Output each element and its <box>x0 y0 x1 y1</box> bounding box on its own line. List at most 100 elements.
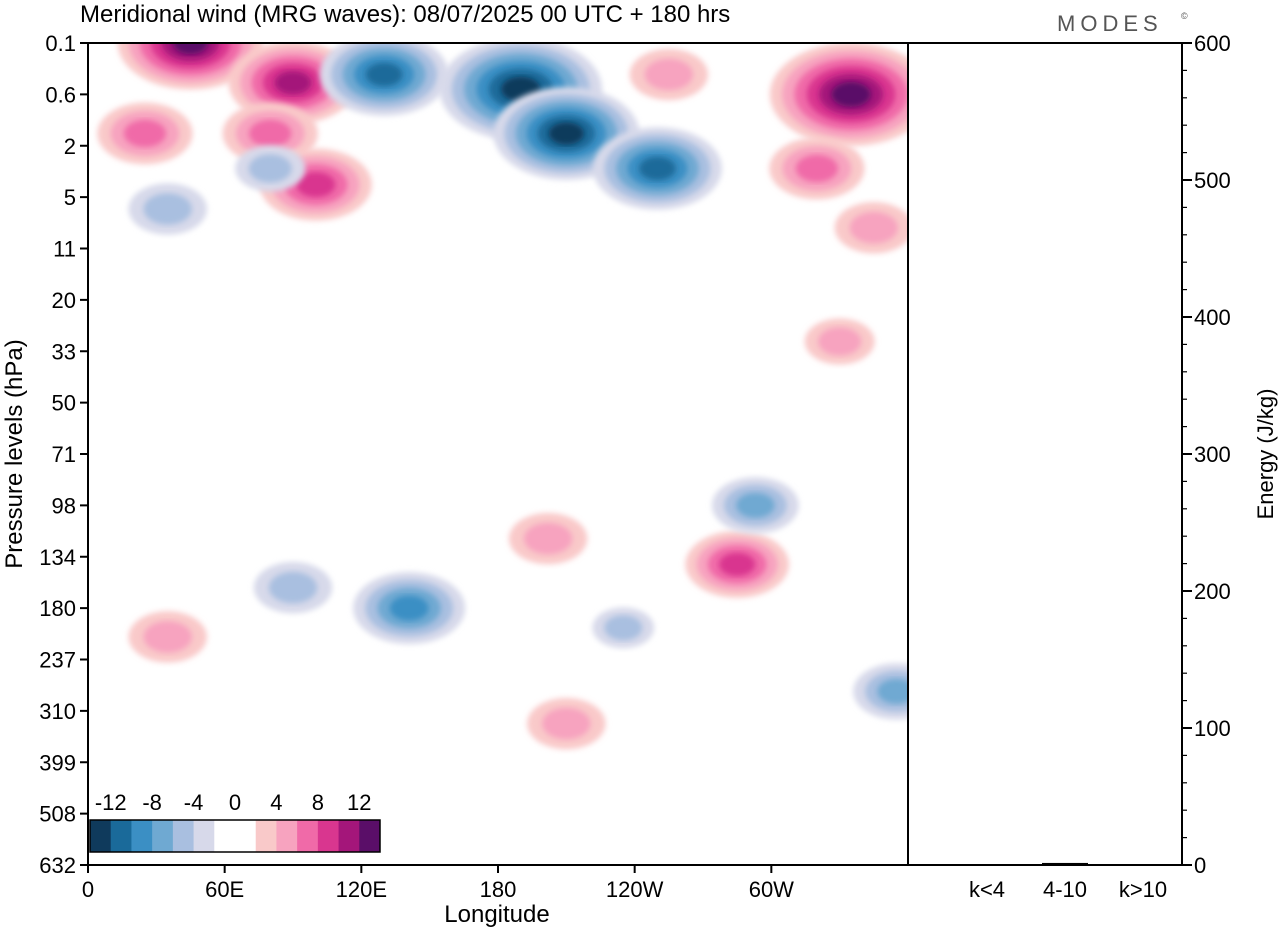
negative-anomaly <box>235 145 306 192</box>
pressure-tick-label: 508 <box>39 802 76 827</box>
colorbar-tick-label: 4 <box>270 790 282 815</box>
colorbar-tick-label: 12 <box>347 790 371 815</box>
colorbar-swatch <box>297 820 319 852</box>
colorbar-swatch <box>110 820 132 852</box>
energy-panel: 0 100 200 300 400 500 600 k<4 4-10 k>10 <box>964 31 1231 902</box>
pressure-tick-label: 2 <box>64 134 76 159</box>
energy-tick-label: 400 <box>1194 305 1231 330</box>
modes-logo: MODES © <box>1057 11 1188 36</box>
positive-contour-level <box>542 707 591 740</box>
colorbar-tick-label: -8 <box>142 790 162 815</box>
positive-contour-level <box>143 621 192 653</box>
energy-tick-label: 100 <box>1194 716 1231 741</box>
energy-tick-label: 200 <box>1194 579 1231 604</box>
positive-contour-level <box>831 81 871 107</box>
longitude-axis: 0 60E 120E 180 120W 60W <box>82 865 794 902</box>
heatmap-layer <box>97 43 908 750</box>
pressure-tick-label: 33 <box>52 339 76 364</box>
energy-panel-frame <box>907 42 1183 866</box>
logo-mark: © <box>1181 11 1188 21</box>
positive-contour-level <box>849 211 898 244</box>
negative-contour-level <box>877 678 908 704</box>
negative-contour-level <box>143 193 192 225</box>
positive-anomaly <box>222 102 318 165</box>
logo-text: MODES <box>1057 11 1163 36</box>
energy-category-label: 4-10 <box>1043 877 1087 902</box>
positive-contour-level <box>644 58 693 91</box>
negative-anomaly <box>592 607 655 649</box>
energy-axis-label: Energy (J/kg) <box>1253 389 1278 520</box>
colorbar-swatch <box>255 820 277 852</box>
colorbar-swatch <box>235 820 257 852</box>
positive-anomaly <box>629 48 709 101</box>
negative-contour-level <box>639 156 676 181</box>
pressure-tick-label: 0.1 <box>45 31 76 56</box>
colorbar-swatch <box>90 820 112 852</box>
longitude-tick-label: 0 <box>82 877 94 902</box>
colorbar-swatch <box>317 820 340 852</box>
positive-anomaly <box>804 318 875 365</box>
chart-title: Meridional wind (MRG waves): 08/07/2025 … <box>80 1 730 28</box>
colorbar-swatch <box>338 820 360 852</box>
positive-contour-level <box>296 172 336 198</box>
pressure-tick-label: 0.6 <box>45 82 76 107</box>
colorbar: -12 -8 -4 0 4 8 12 <box>89 790 381 853</box>
positive-anomaly <box>769 137 865 200</box>
negative-contour-level <box>604 615 643 641</box>
colorbar-tick-label: 8 <box>312 790 324 815</box>
positive-contour-level <box>249 119 292 148</box>
positive-contour-level <box>818 327 862 356</box>
colorbar-swatch <box>152 820 174 852</box>
positive-anomaly <box>527 698 606 750</box>
negative-anomaly <box>253 562 333 614</box>
negative-contour-level <box>389 595 429 621</box>
colorbar-swatch <box>193 820 215 852</box>
negative-contour-level <box>548 122 584 145</box>
positive-anomaly <box>685 530 789 598</box>
pressure-tick-label: 98 <box>52 493 76 518</box>
longitude-tick-label: 60W <box>749 877 794 902</box>
positive-contour-level <box>523 522 573 555</box>
pressure-tick-label: 134 <box>39 545 76 570</box>
negative-anomaly <box>353 572 466 645</box>
colorbar-frame <box>89 819 381 853</box>
positive-anomaly <box>128 611 207 663</box>
negative-anomaly <box>319 43 449 116</box>
pressure-axis: 0.1 0.6 2 5 11 20 33 50 71 98 134 180 237 310 399 508 63… <box>39 31 88 878</box>
energy-tick-label: 0 <box>1194 853 1206 878</box>
negative-contour-level <box>365 62 403 87</box>
positive-contour-level <box>274 70 312 95</box>
positive-anomaly <box>769 43 908 146</box>
colorbar-swatch <box>276 820 298 852</box>
energy-bar <box>1120 864 1166 866</box>
pressure-tick-label: 50 <box>52 391 76 416</box>
longitude-tick-label: 60E <box>205 877 244 902</box>
colorbar-tick-label: -12 <box>95 790 127 815</box>
positive-contour-level <box>123 119 167 148</box>
pressure-tick-label: 71 <box>52 442 76 467</box>
positive-anomaly <box>508 513 588 565</box>
colorbar-tick-label: -4 <box>184 790 204 815</box>
negative-anomaly <box>128 183 207 235</box>
pressure-tick-label: 237 <box>39 648 76 673</box>
energy-tick-label: 600 <box>1194 31 1231 56</box>
positive-contour-level <box>795 154 839 183</box>
energy-bar <box>1042 862 1088 865</box>
energy-tick-label: 500 <box>1194 168 1231 193</box>
colorbar-swatch <box>214 820 236 852</box>
energy-category-label: k<4 <box>969 877 1005 902</box>
positive-anomaly <box>834 202 908 254</box>
negative-contour-level <box>736 492 775 518</box>
longitude-tick-label: 120E <box>336 877 387 902</box>
longitude-tick-label: 120W <box>606 877 664 902</box>
pressure-tick-label: 632 <box>39 853 76 878</box>
negative-anomaly <box>853 663 908 720</box>
pressure-tick-label: 310 <box>39 699 76 724</box>
colorbar-tick-label: 0 <box>229 790 241 815</box>
pressure-tick-label: 399 <box>39 750 76 775</box>
y-axis-label: Pressure levels (hPa) <box>1 339 28 568</box>
positive-anomaly <box>117 43 264 90</box>
pressure-tick-label: 20 <box>52 288 76 313</box>
